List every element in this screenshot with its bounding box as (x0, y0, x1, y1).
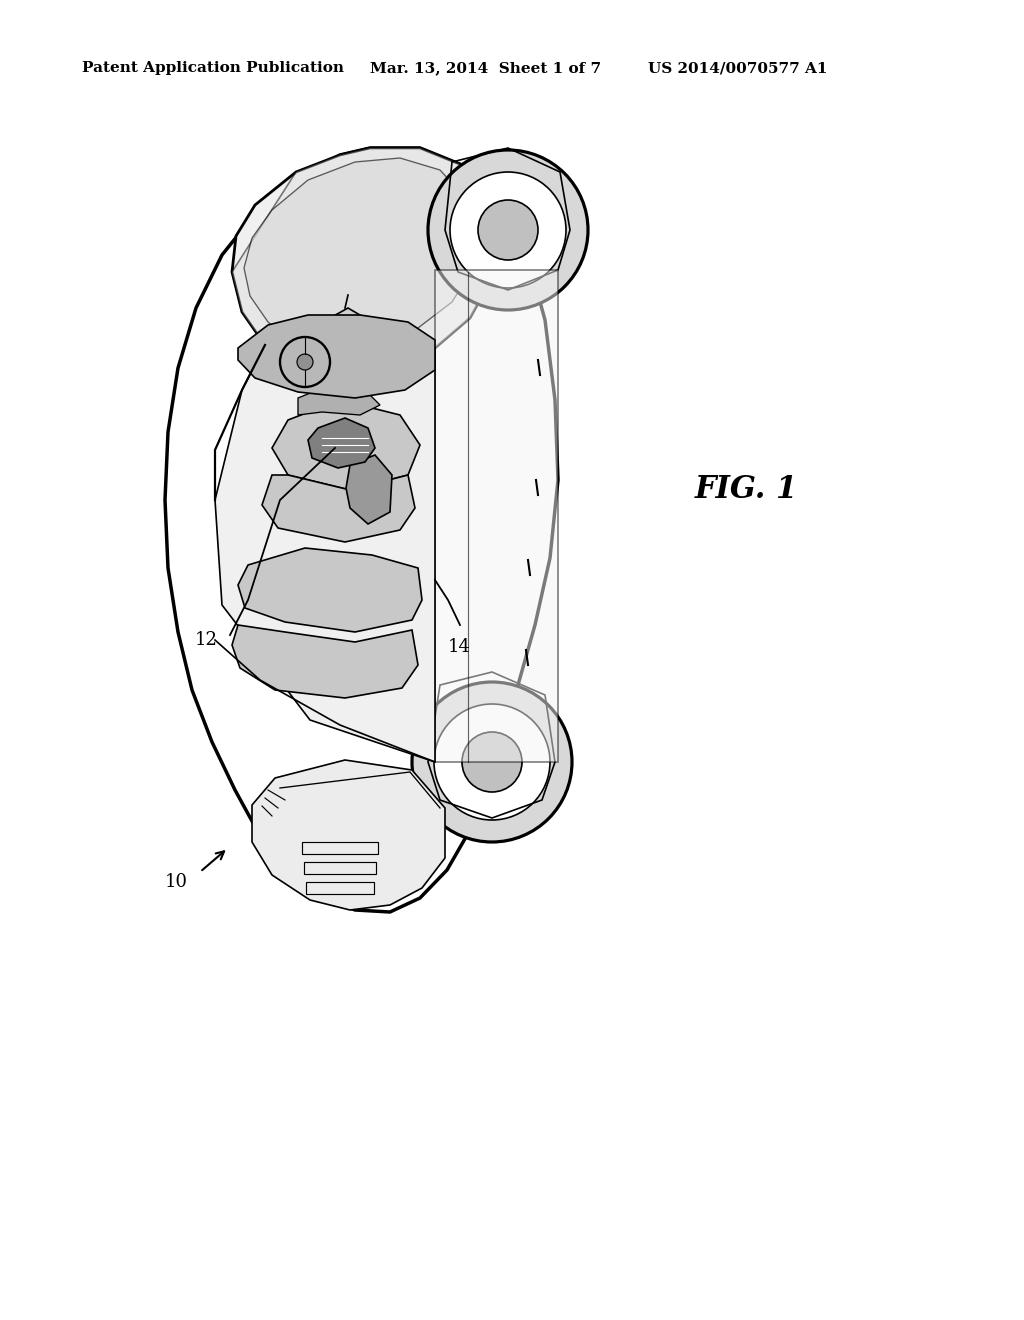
Polygon shape (346, 455, 392, 524)
Polygon shape (252, 760, 445, 909)
Polygon shape (244, 158, 478, 350)
Polygon shape (435, 271, 558, 762)
Text: Mar. 13, 2014  Sheet 1 of 7: Mar. 13, 2014 Sheet 1 of 7 (370, 61, 601, 75)
Polygon shape (308, 418, 375, 469)
Circle shape (434, 704, 550, 820)
Circle shape (428, 150, 588, 310)
Text: Patent Application Publication: Patent Application Publication (82, 61, 344, 75)
Circle shape (412, 682, 572, 842)
Polygon shape (232, 148, 498, 375)
Text: 10: 10 (165, 873, 188, 891)
Polygon shape (298, 385, 380, 414)
Circle shape (297, 354, 313, 370)
Text: US 2014/0070577 A1: US 2014/0070577 A1 (648, 61, 827, 75)
Polygon shape (232, 148, 498, 375)
Polygon shape (165, 148, 558, 912)
Text: 14: 14 (449, 638, 471, 656)
Polygon shape (238, 548, 422, 632)
Circle shape (450, 172, 566, 288)
Polygon shape (215, 345, 435, 762)
Polygon shape (326, 308, 368, 350)
Text: FIG. 1: FIG. 1 (695, 474, 799, 506)
Circle shape (462, 733, 522, 792)
Polygon shape (272, 400, 420, 490)
Circle shape (478, 201, 538, 260)
Polygon shape (238, 315, 435, 399)
Polygon shape (232, 624, 418, 698)
Text: 12: 12 (196, 631, 218, 649)
Polygon shape (262, 475, 415, 543)
